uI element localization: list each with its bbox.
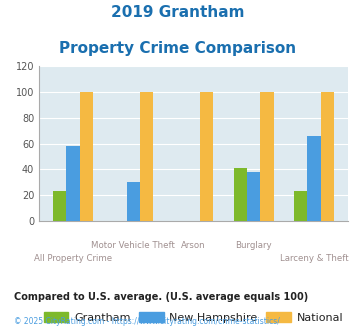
Text: Burglary: Burglary xyxy=(235,241,272,249)
Bar xyxy=(200,92,213,221)
Text: 2019 Grantham: 2019 Grantham xyxy=(111,5,244,20)
Bar xyxy=(247,172,260,221)
Text: Motor Vehicle Theft: Motor Vehicle Theft xyxy=(91,241,175,249)
Bar xyxy=(127,182,140,221)
Text: Property Crime Comparison: Property Crime Comparison xyxy=(59,41,296,56)
Bar xyxy=(260,92,274,221)
Legend: Grantham, New Hampshire, National: Grantham, New Hampshire, National xyxy=(39,307,348,327)
Text: Arson: Arson xyxy=(181,241,206,249)
Bar xyxy=(66,146,80,221)
Bar xyxy=(53,191,66,221)
Bar xyxy=(321,92,334,221)
Text: All Property Crime: All Property Crime xyxy=(34,254,112,263)
Bar xyxy=(140,92,153,221)
Text: © 2025 CityRating.com - https://www.cityrating.com/crime-statistics/: © 2025 CityRating.com - https://www.city… xyxy=(14,317,280,326)
Bar xyxy=(307,136,321,221)
Bar xyxy=(294,191,307,221)
Text: Compared to U.S. average. (U.S. average equals 100): Compared to U.S. average. (U.S. average … xyxy=(14,292,308,302)
Bar xyxy=(80,92,93,221)
Text: Larceny & Theft: Larceny & Theft xyxy=(280,254,348,263)
Bar xyxy=(234,168,247,221)
